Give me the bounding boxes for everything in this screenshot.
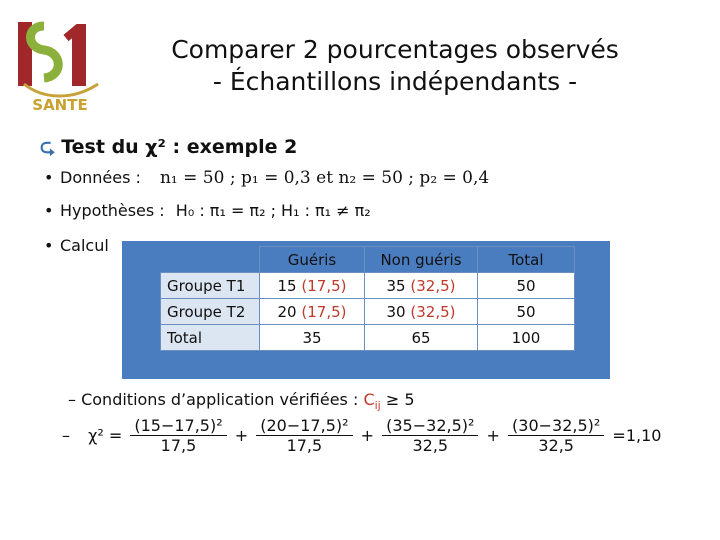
- table-cell: 15 (17,5): [259, 272, 365, 299]
- section-heading: ⮎ Test du χ² : exemple 2: [40, 133, 297, 165]
- table-cell: 20 (17,5): [259, 298, 365, 325]
- bullet-hypotheses: • Hypothèses : H₀ : π₁ = π₂ ; H₁ : π₁ ≠ π…: [44, 201, 371, 220]
- formula-dash: –: [62, 426, 70, 445]
- formula-term: (20−17,5)² 17,5: [256, 416, 353, 455]
- table-header-row: Guéris Non guéris Total: [160, 246, 575, 273]
- table-corner: [160, 246, 260, 273]
- row-label: Groupe T1: [160, 272, 260, 299]
- conditions-line: – Conditions d’application vérifiées : C…: [68, 390, 415, 412]
- cij-symbol: C: [363, 390, 375, 409]
- bullet-calcul: • Calcul: [44, 236, 109, 255]
- formula-lhs: χ² =: [88, 426, 123, 445]
- row-label: Groupe T2: [160, 298, 260, 325]
- conditions-text: – Conditions d’application vérifiées :: [68, 390, 364, 409]
- table-cell: 35 (32,5): [364, 272, 478, 299]
- formula-term: (30−32,5)² 32,5: [508, 416, 605, 455]
- cij-subscript: ij: [374, 399, 381, 413]
- curved-arrow-icon: ⮎: [40, 136, 56, 158]
- plus-sign: +: [360, 426, 375, 445]
- bullet-donnees: • Données : n₁ = 50 ; p₁ = 0,3 et n₂ = 50…: [44, 168, 490, 188]
- table-row: Groupe T1 15 (17,5) 35 (32,5) 50: [160, 272, 575, 299]
- formula-result: =1,10: [612, 426, 662, 445]
- heading-text: Test du χ² : exemple 2: [61, 136, 298, 158]
- calcul-label: Calcul: [60, 236, 109, 255]
- table-cell: 50: [477, 272, 575, 299]
- table-cell: 65: [364, 324, 478, 351]
- slide-title: Comparer 2 pourcentages observés - Échan…: [130, 34, 660, 98]
- header-total: Total: [477, 246, 575, 273]
- plus-sign: +: [234, 426, 249, 445]
- row-label: Total: [160, 324, 260, 351]
- contingency-table: Guéris Non guéris Total Groupe T1 15 (17…: [160, 246, 575, 351]
- l1-sante-logo-icon: SANTE: [18, 21, 99, 114]
- title-line-1: Comparer 2 pourcentages observés: [171, 35, 619, 64]
- header-gueris: Guéris: [259, 246, 365, 273]
- formula-term: (35−32,5)² 32,5: [382, 416, 479, 455]
- logo-text: SANTE: [32, 96, 87, 114]
- hypotheses-label: Hypothèses :: [60, 201, 165, 220]
- donnees-label: Données :: [60, 168, 141, 187]
- table-cell: 35: [259, 324, 365, 351]
- header-non-gueris: Non guéris: [364, 246, 478, 273]
- table-cell: 30 (32,5): [364, 298, 478, 325]
- table-cell: 50: [477, 298, 575, 325]
- formula-term: (15−17,5)² 17,5: [130, 416, 227, 455]
- conditions-threshold: ≥ 5: [380, 390, 415, 409]
- title-line-2: - Échantillons indépendants -: [212, 67, 578, 96]
- donnees-values: n₁ = 50 ; p₁ = 0,3 et n₂ = 50 ; p₂ = 0,4: [159, 168, 490, 188]
- table-cell: 100: [477, 324, 575, 351]
- hypotheses-values: H₀ : π₁ = π₂ ; H₁ : π₁ ≠ π₂: [175, 201, 371, 220]
- table-row: Total 35 65 100: [160, 324, 575, 351]
- chi2-formula: – χ² = (15−17,5)² 17,5 + (20−17,5)² 17,5 +…: [62, 416, 664, 455]
- table-row: Groupe T2 20 (17,5) 30 (32,5) 50: [160, 298, 575, 325]
- plus-sign: +: [486, 426, 500, 445]
